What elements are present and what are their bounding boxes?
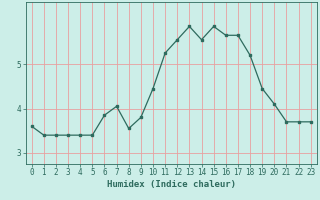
X-axis label: Humidex (Indice chaleur): Humidex (Indice chaleur) bbox=[107, 180, 236, 189]
